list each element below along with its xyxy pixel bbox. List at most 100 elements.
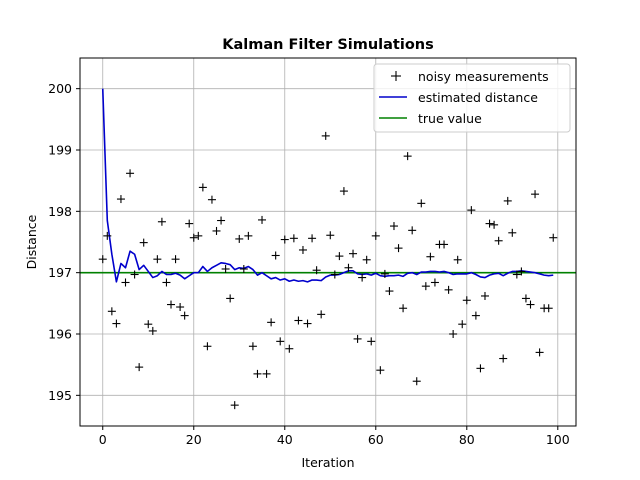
x-tick-label: 0 — [99, 432, 107, 447]
measurement-point — [394, 244, 403, 253]
measurement-point — [189, 233, 198, 242]
measurement-point — [512, 270, 521, 279]
measurement-point — [317, 310, 326, 319]
measurement-point — [212, 226, 221, 235]
noisy-measurements — [98, 131, 558, 410]
measurement-point — [408, 226, 417, 235]
measurement-point — [248, 342, 257, 351]
measurement-point — [294, 316, 303, 325]
measurement-point — [471, 311, 480, 320]
measurement-point — [194, 231, 203, 240]
measurement-point — [253, 369, 262, 378]
measurement-point — [535, 348, 544, 357]
measurement-point — [521, 294, 530, 303]
measurement-point — [244, 231, 253, 240]
measurement-point — [162, 278, 171, 287]
measurement-point — [180, 311, 189, 320]
measurement-point — [148, 326, 157, 335]
measurement-point — [308, 234, 317, 243]
y-tick-label: 199 — [48, 143, 72, 158]
measurement-point — [444, 285, 453, 294]
measurement-point — [517, 267, 526, 276]
legend-marker-noisy-measurements — [391, 71, 401, 81]
measurement-point — [116, 195, 125, 204]
measurement-point — [344, 263, 353, 272]
x-axis-ticks: 0 20 40 60 80 100 — [99, 426, 570, 447]
x-tick-label: 80 — [459, 432, 475, 447]
measurement-point — [417, 199, 426, 208]
measurement-point — [549, 233, 558, 242]
measurement-point — [153, 255, 162, 264]
x-axis-label: Iteration — [301, 455, 354, 470]
measurement-point — [321, 131, 330, 140]
measurement-point — [267, 318, 276, 327]
measurement-point — [453, 255, 462, 264]
legend-label-estimated-distance: estimated distance — [418, 90, 538, 105]
measurement-point — [499, 354, 508, 363]
measurement-point — [130, 270, 139, 279]
measurement-point — [371, 231, 380, 240]
measurement-point — [185, 219, 194, 228]
measurement-point — [485, 219, 494, 228]
legend-box — [373, 63, 571, 133]
measurement-point — [207, 195, 216, 204]
measurement-point — [303, 319, 312, 328]
measurement-point — [139, 238, 148, 247]
measurement-point — [476, 364, 485, 373]
measurement-point — [103, 231, 112, 240]
y-tick-label: 198 — [48, 204, 72, 219]
x-tick-label: 40 — [277, 432, 293, 447]
measurement-point — [480, 291, 489, 300]
measurement-point — [176, 303, 185, 312]
x-tick-label: 60 — [368, 432, 384, 447]
measurement-point — [385, 287, 394, 296]
chart-title: Kalman Filter Simulations — [222, 37, 433, 53]
measurement-point — [144, 320, 153, 329]
y-tick-label: 196 — [48, 327, 72, 342]
measurement-point — [289, 234, 298, 243]
y-tick-label: 197 — [48, 265, 72, 280]
legend-label-noisy-measurements: noisy measurements — [418, 69, 549, 84]
measurement-point — [126, 169, 135, 178]
measurement-point — [367, 337, 376, 346]
legend: noisy measurements estimated distance tr… — [373, 63, 571, 133]
measurement-point — [121, 278, 130, 287]
measurement-point — [458, 320, 467, 329]
measurement-point — [258, 215, 267, 224]
measurement-point — [339, 187, 348, 196]
measurement-point — [167, 300, 176, 309]
measurement-point — [112, 319, 121, 328]
measurement-point — [544, 304, 553, 313]
measurement-point — [226, 294, 235, 303]
measurement-point — [221, 264, 230, 273]
measurement-point — [430, 278, 439, 287]
measurement-point — [285, 344, 294, 353]
measurement-point — [449, 330, 458, 338]
y-tick-label: 200 — [48, 81, 72, 96]
measurement-point — [217, 216, 226, 225]
y-tick-label: 195 — [48, 388, 72, 403]
measurement-point — [467, 206, 476, 215]
measurement-point — [157, 217, 166, 226]
measurement-point — [330, 270, 339, 279]
measurement-point — [280, 235, 289, 244]
measurement-point — [198, 183, 207, 192]
measurement-point — [98, 255, 107, 264]
plot-frame — [79, 57, 577, 427]
measurement-point — [312, 266, 321, 275]
measurement-point — [362, 255, 371, 264]
measurement-point — [262, 369, 271, 378]
measurement-point — [335, 252, 344, 261]
measurement-point — [462, 296, 471, 305]
legend-label-true-value: true value — [418, 111, 482, 126]
measurement-point — [503, 196, 512, 205]
measurement-point — [490, 220, 499, 229]
measurement-point — [358, 273, 367, 282]
measurement-point — [349, 249, 358, 258]
measurement-point — [239, 264, 248, 273]
measurement-point — [399, 304, 408, 313]
x-tick-label: 100 — [546, 432, 570, 447]
measurement-point — [276, 337, 285, 346]
measurement-point — [107, 307, 116, 316]
